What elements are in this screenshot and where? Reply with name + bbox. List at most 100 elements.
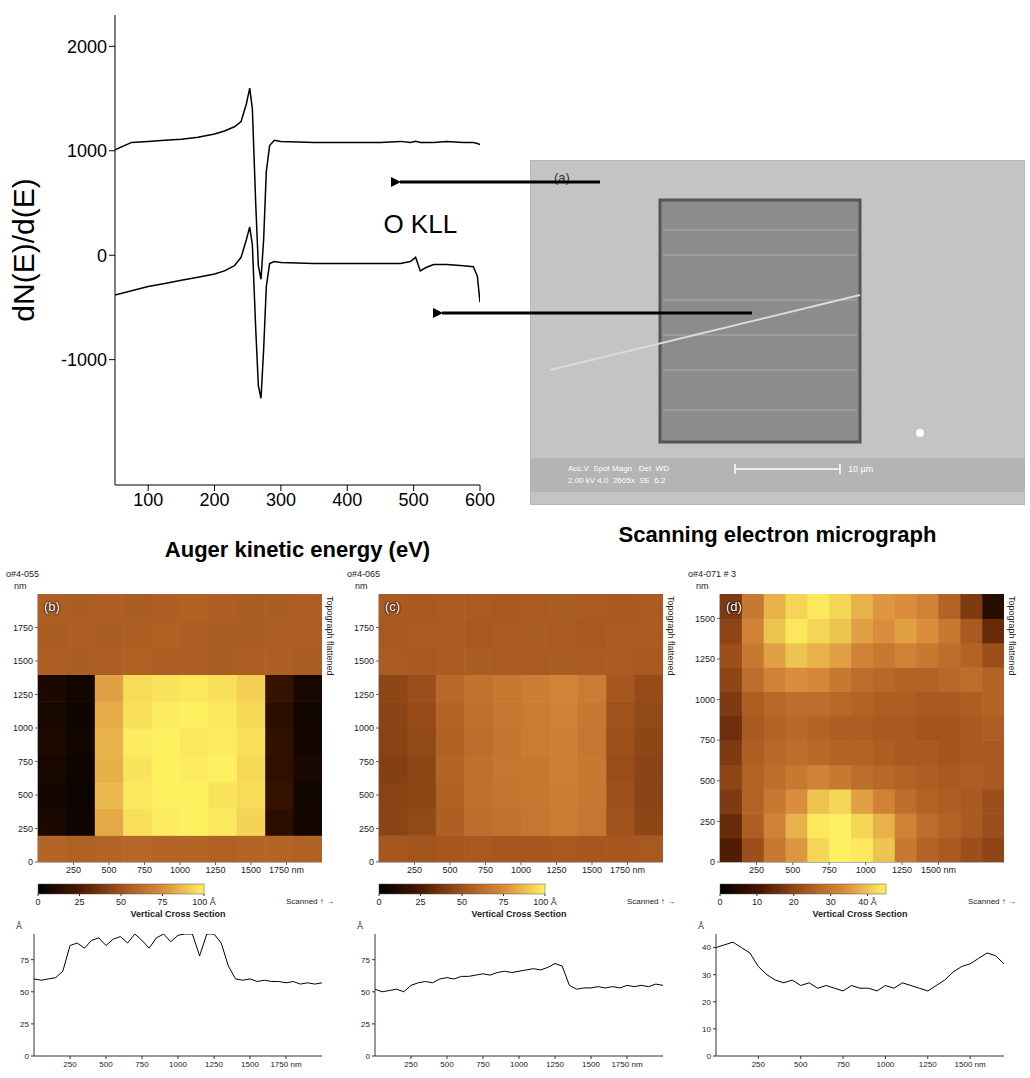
svg-text:750: 750 (137, 865, 152, 875)
svg-text:100 Å: 100 Å (533, 897, 557, 907)
svg-text:1000: 1000 (856, 865, 876, 875)
svg-text:75: 75 (498, 897, 508, 907)
svg-text:250: 250 (63, 1060, 77, 1069)
svg-text:250: 250 (700, 817, 715, 827)
svg-text:1000: 1000 (13, 723, 33, 733)
svg-text:500: 500 (99, 1060, 113, 1069)
svg-text:1000: 1000 (67, 141, 107, 161)
svg-text:-1000: -1000 (61, 350, 107, 370)
svg-text:500: 500 (442, 865, 457, 875)
svg-text:25: 25 (361, 1020, 370, 1029)
svg-text:1500 nm: 1500 nm (955, 1060, 986, 1069)
svg-text:Acc.V Spot Magn Det WD: Acc.V Spot Magn Det WD (568, 464, 669, 473)
svg-text:1250: 1250 (919, 1060, 937, 1069)
svg-text:1000: 1000 (511, 865, 531, 875)
svg-text:(a): (a) (554, 170, 570, 185)
svg-text:0: 0 (717, 897, 722, 907)
svg-text:1750 nm: 1750 nm (610, 865, 645, 875)
svg-text:0: 0 (376, 897, 381, 907)
svg-text:1000: 1000 (695, 695, 715, 705)
svg-text:0: 0 (707, 1052, 712, 1061)
svg-text:1000: 1000 (877, 1060, 895, 1069)
svg-text:500: 500 (440, 1060, 454, 1069)
svg-text:200: 200 (200, 490, 230, 510)
svg-text:1500: 1500 (354, 656, 374, 666)
svg-text:O KLL: O KLL (383, 209, 457, 239)
svg-text:30: 30 (826, 897, 836, 907)
svg-text:250: 250 (18, 824, 33, 834)
svg-text:10: 10 (752, 897, 762, 907)
svg-text:250: 250 (749, 865, 764, 875)
svg-text:250: 250 (404, 1060, 418, 1069)
svg-text:500: 500 (399, 490, 429, 510)
svg-text:250: 250 (407, 865, 422, 875)
svg-text:500: 500 (359, 790, 374, 800)
svg-text:0: 0 (366, 1052, 371, 1061)
svg-text:50: 50 (361, 988, 370, 997)
svg-text:1750: 1750 (13, 623, 33, 633)
svg-text:0: 0 (97, 246, 107, 266)
svg-text:Scanned ↑ →: Scanned ↑ → (286, 897, 334, 906)
svg-text:10: 10 (702, 1025, 711, 1034)
svg-text:750: 750 (700, 735, 715, 745)
svg-text:250: 250 (359, 824, 374, 834)
svg-text:750: 750 (135, 1060, 149, 1069)
svg-text:1500: 1500 (13, 656, 33, 666)
svg-text:1000: 1000 (510, 1060, 528, 1069)
svg-text:Scanned ↑ →: Scanned ↑ → (627, 897, 675, 906)
svg-text:500: 500 (794, 1060, 808, 1069)
svg-text:1250: 1250 (546, 1060, 564, 1069)
svg-text:250: 250 (66, 865, 81, 875)
svg-text:25: 25 (415, 897, 425, 907)
svg-text:2000: 2000 (67, 37, 107, 57)
svg-text:25: 25 (74, 897, 84, 907)
svg-text:750: 750 (822, 865, 837, 875)
svg-text:1250: 1250 (892, 865, 912, 875)
svg-text:100 Å: 100 Å (192, 897, 216, 907)
svg-text:1500: 1500 (241, 1060, 259, 1069)
svg-text:500: 500 (785, 865, 800, 875)
svg-text:500: 500 (700, 776, 715, 786)
svg-text:1500: 1500 (582, 1060, 600, 1069)
svg-text:1000: 1000 (169, 1060, 187, 1069)
svg-text:1750 nm: 1750 nm (611, 1060, 642, 1069)
svg-text:1750 nm: 1750 nm (270, 1060, 301, 1069)
svg-text:75: 75 (20, 956, 29, 965)
svg-text:1750 nm: 1750 nm (269, 865, 304, 875)
svg-text:10 µm: 10 µm (848, 464, 873, 474)
svg-text:750: 750 (359, 757, 374, 767)
svg-text:250: 250 (752, 1060, 766, 1069)
svg-text:1250: 1250 (205, 865, 225, 875)
svg-text:1250: 1250 (546, 865, 566, 875)
svg-text:75: 75 (157, 897, 167, 907)
svg-text:40: 40 (702, 943, 711, 952)
svg-text:1500: 1500 (582, 865, 602, 875)
svg-text:1250: 1250 (205, 1060, 223, 1069)
svg-text:1250: 1250 (13, 690, 33, 700)
svg-text:400: 400 (332, 490, 362, 510)
svg-text:Auger kinetic energy (eV): Auger kinetic energy (eV) (165, 537, 430, 562)
svg-text:0: 0 (35, 897, 40, 907)
svg-text:1750: 1750 (354, 623, 374, 633)
svg-text:0: 0 (28, 857, 33, 867)
svg-text:2.00 kV 4.0 2605x SE 6.2: 2.00 kV 4.0 2605x SE 6.2 (568, 476, 666, 485)
svg-text:50: 50 (116, 897, 126, 907)
svg-text:1500 nm: 1500 nm (921, 865, 956, 875)
svg-text:1250: 1250 (354, 690, 374, 700)
svg-text:dN(E)/d(E): dN(E)/d(E) (7, 178, 40, 321)
svg-text:30: 30 (702, 971, 711, 980)
svg-text:750: 750 (18, 757, 33, 767)
svg-text:600: 600 (465, 490, 495, 510)
svg-text:20: 20 (789, 897, 799, 907)
svg-text:40 Å: 40 Å (858, 897, 877, 907)
svg-text:25: 25 (20, 1020, 29, 1029)
svg-text:750: 750 (836, 1060, 850, 1069)
svg-text:1000: 1000 (354, 723, 374, 733)
svg-text:75: 75 (361, 956, 370, 965)
svg-text:1500: 1500 (695, 614, 715, 624)
svg-text:0: 0 (710, 857, 715, 867)
svg-text:100: 100 (133, 490, 163, 510)
svg-text:0: 0 (25, 1052, 30, 1061)
svg-text:1000: 1000 (170, 865, 190, 875)
svg-text:750: 750 (476, 1060, 490, 1069)
